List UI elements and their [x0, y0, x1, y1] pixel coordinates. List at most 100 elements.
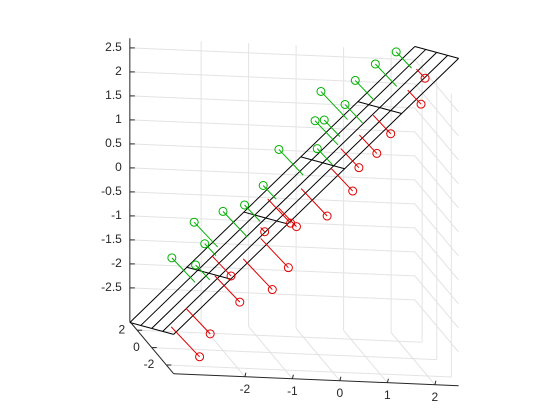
- residual: [375, 63, 397, 87]
- point: [195, 352, 205, 362]
- residual: [262, 185, 277, 200]
- surface-line: [151, 52, 438, 329]
- z-tick-label: -0.5: [101, 184, 122, 198]
- x-tick: [339, 376, 342, 381]
- residual: [222, 211, 248, 238]
- point: [286, 218, 296, 228]
- grid-line: [129, 143, 415, 157]
- x-tick: [291, 374, 294, 379]
- grid-line: [414, 227, 460, 281]
- point: [235, 297, 245, 307]
- point: [189, 217, 199, 227]
- surface-line: [414, 45, 459, 59]
- residual: [330, 167, 354, 192]
- grid-line: [129, 167, 415, 181]
- z-tick-label: 2: [115, 64, 122, 78]
- point: [370, 59, 380, 69]
- grid-line: [414, 251, 460, 305]
- point: [312, 144, 322, 154]
- residual: [193, 221, 219, 248]
- residual: [185, 307, 211, 335]
- z-tick-label: 1: [115, 112, 122, 126]
- residual: [316, 148, 333, 166]
- x-tick-label: 1: [384, 388, 391, 402]
- point: [340, 99, 350, 109]
- grid-line: [414, 83, 460, 137]
- surface-line: [243, 211, 288, 225]
- surface-line: [129, 321, 174, 335]
- grid-line: [129, 71, 415, 85]
- point: [200, 239, 210, 249]
- point: [267, 285, 277, 295]
- point: [218, 206, 228, 216]
- grid-line: [414, 59, 460, 113]
- grid-line: [414, 203, 460, 257]
- grid-line: [414, 275, 460, 329]
- residual: [260, 238, 289, 269]
- point: [416, 99, 426, 109]
- point: [391, 47, 401, 57]
- point: [226, 271, 236, 281]
- y-tick-label: 0: [133, 340, 140, 354]
- residual: [171, 257, 196, 283]
- grid-line: [137, 329, 423, 343]
- point: [386, 129, 396, 139]
- grid-line: [414, 155, 460, 209]
- residual: [278, 149, 304, 176]
- residual: [211, 255, 232, 277]
- residual: [314, 120, 339, 146]
- grid-line: [129, 47, 415, 61]
- point: [258, 181, 268, 190]
- grid-line: [151, 347, 437, 361]
- grid-line: [129, 215, 415, 229]
- grid-line: [129, 119, 415, 133]
- point: [316, 86, 326, 96]
- residual: [204, 243, 217, 256]
- residual: [260, 227, 266, 233]
- grid-line: [414, 107, 460, 161]
- z-tick-label: 0: [115, 160, 122, 174]
- point: [350, 75, 360, 85]
- residual: [407, 89, 422, 105]
- z-tick-label: -1: [111, 208, 122, 222]
- surface-line: [140, 49, 427, 326]
- point: [372, 148, 382, 158]
- z-tick-label: 2.5: [105, 40, 122, 54]
- point: [191, 260, 201, 270]
- residual: [242, 258, 273, 290]
- residual: [354, 80, 375, 101]
- point: [348, 186, 358, 196]
- point: [310, 116, 320, 126]
- grid-line: [129, 239, 415, 253]
- surface-line: [300, 156, 345, 170]
- x-tick-label: 2: [432, 390, 439, 404]
- grid-line: [166, 364, 452, 378]
- point: [205, 329, 215, 339]
- residual: [416, 68, 426, 79]
- grid-line: [414, 179, 460, 233]
- point: [167, 253, 177, 263]
- point: [319, 115, 329, 125]
- residual: [214, 275, 241, 303]
- z-tick-label: -2: [111, 256, 122, 270]
- residual: [195, 264, 211, 281]
- x-tick: [244, 372, 247, 377]
- residual: [320, 91, 348, 120]
- residual: [267, 198, 291, 224]
- residual: [300, 188, 328, 217]
- surface-line: [173, 57, 459, 335]
- point: [322, 211, 332, 221]
- surface-line: [357, 101, 402, 115]
- grid-line: [129, 263, 415, 277]
- point: [240, 200, 250, 210]
- x-axis: [173, 373, 459, 387]
- x-tick: [434, 380, 437, 385]
- z-tick-label: -1.5: [101, 232, 122, 246]
- z-tick-label: 0.5: [105, 136, 122, 150]
- residual: [170, 326, 200, 358]
- x-tick-label: -1: [287, 384, 298, 398]
- y-tick-label: -2: [144, 357, 155, 371]
- point: [274, 144, 284, 154]
- grid-line: [414, 299, 460, 353]
